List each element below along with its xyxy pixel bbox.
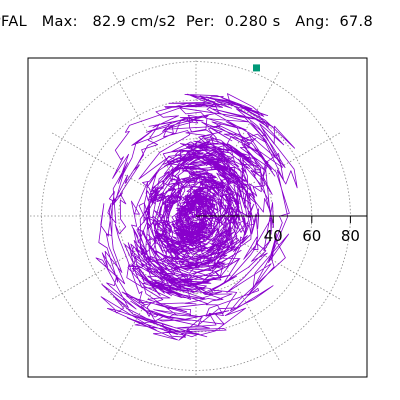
period-value: 0.280 s	[224, 14, 281, 30]
axis-tick-label: 60	[302, 227, 321, 245]
radial-axis: 40 60 80	[196, 215, 367, 245]
axis-tick-label: 40	[264, 227, 283, 245]
angle-label: Ang:	[295, 14, 330, 30]
header-readout: PFAL Max: 82.9 cm/s2 Per: 0.280 s Ang: 6…	[0, 14, 373, 30]
period-label: Per:	[185, 14, 215, 30]
plot-frame	[27, 57, 368, 378]
orbit-trace	[95, 93, 298, 341]
max-value: 82.9 cm/s2	[92, 14, 177, 30]
axis-tick-label: 80	[341, 227, 360, 245]
angle-value: 67.8	[339, 14, 373, 30]
max-label: Max:	[41, 14, 78, 30]
station-code: PFAL	[0, 14, 27, 30]
max-point-marker	[253, 64, 260, 72]
orbit-path	[95, 93, 298, 341]
